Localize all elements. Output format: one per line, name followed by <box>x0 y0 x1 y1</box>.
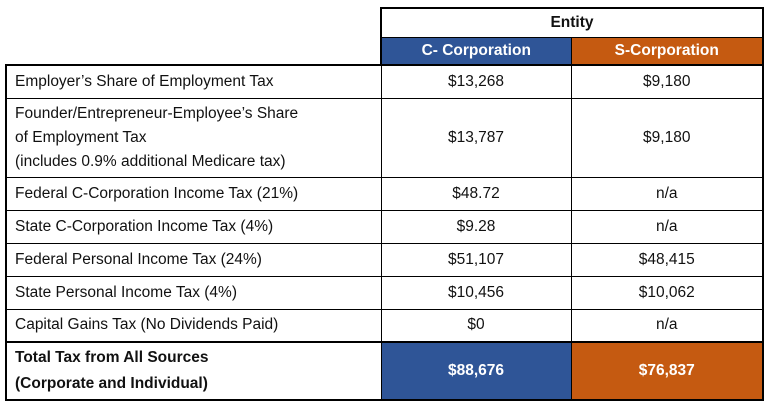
table-row: State Personal Income Tax (4%) $10,456 $… <box>5 275 764 310</box>
s-corporation-value: n/a <box>570 209 764 244</box>
table-row: Founder/Entrepreneur-Employee’s Share of… <box>5 97 764 178</box>
c-corporation-value: $13,268 <box>380 64 572 99</box>
c-corporation-total: $88,676 <box>380 341 572 401</box>
table-row: Federal Personal Income Tax (24%) $51,10… <box>5 242 764 277</box>
s-corporation-value: $48,415 <box>570 242 764 277</box>
entity-header-row: Entity <box>6 7 764 38</box>
row-label-line: of Employment Tax <box>15 128 147 146</box>
row-label: Employer’s Share of Employment Tax <box>5 64 382 99</box>
total-label: Total Tax from All Sources (Corporate an… <box>5 341 382 401</box>
row-label-line: Capital Gains Tax (No Dividends Paid) <box>15 316 279 334</box>
c-corporation-value: $51,107 <box>380 242 572 277</box>
c-corporation-header: C- Corporation <box>380 37 572 66</box>
row-label-line: State C-Corporation Income Tax (4%) <box>15 217 274 235</box>
s-corporation-value: $9,180 <box>570 97 764 178</box>
row-label: Federal Personal Income Tax (24%) <box>5 242 382 277</box>
table-row: State C-Corporation Income Tax (4%) $9.2… <box>5 209 764 244</box>
row-label-line: Federal C-Corporation Income Tax (21%) <box>15 184 299 202</box>
c-corporation-value: $0 <box>380 308 572 343</box>
row-label-line: Employer’s Share of Employment Tax <box>15 72 274 90</box>
tax-comparison-table: Entity C- Corporation S-Corporation Empl… <box>5 7 764 401</box>
total-label-line: Total Tax from All Sources <box>15 349 209 366</box>
s-corporation-value: n/a <box>570 176 764 211</box>
c-corporation-value: $48.72 <box>380 176 572 211</box>
c-corporation-value: $10,456 <box>380 275 572 310</box>
s-corporation-value: n/a <box>570 308 764 343</box>
c-corporation-value: $9.28 <box>380 209 572 244</box>
blank-corner-cell <box>6 38 381 66</box>
row-label: State C-Corporation Income Tax (4%) <box>5 209 382 244</box>
s-corporation-header: S-Corporation <box>570 37 764 66</box>
total-row: Total Tax from All Sources (Corporate an… <box>5 341 764 401</box>
row-label: Capital Gains Tax (No Dividends Paid) <box>5 308 382 343</box>
row-label-line: Federal Personal Income Tax (24%) <box>15 250 262 268</box>
row-label-line: State Personal Income Tax (4%) <box>15 283 237 301</box>
table-row: Capital Gains Tax (No Dividends Paid) $0… <box>5 308 764 343</box>
total-label-line: (Corporate and Individual) <box>15 375 208 392</box>
s-corporation-value: $9,180 <box>570 64 764 99</box>
s-corporation-value: $10,062 <box>570 275 764 310</box>
row-label: Federal C-Corporation Income Tax (21%) <box>5 176 382 211</box>
row-label: Founder/Entrepreneur-Employee’s Share of… <box>5 97 382 178</box>
table-row: Federal C-Corporation Income Tax (21%) $… <box>5 176 764 211</box>
entity-type-header-row: C- Corporation S-Corporation <box>6 37 764 66</box>
blank-corner-cell <box>6 8 381 38</box>
c-corporation-value: $13,787 <box>380 97 572 178</box>
entity-group-header: Entity <box>380 7 764 38</box>
row-label-line: Founder/Entrepreneur-Employee’s Share <box>15 104 299 122</box>
s-corporation-total: $76,837 <box>570 341 764 401</box>
row-label-line: (includes 0.9% additional Medicare tax) <box>15 152 286 170</box>
row-label: State Personal Income Tax (4%) <box>5 275 382 310</box>
table-row: Employer’s Share of Employment Tax $13,2… <box>5 64 764 99</box>
